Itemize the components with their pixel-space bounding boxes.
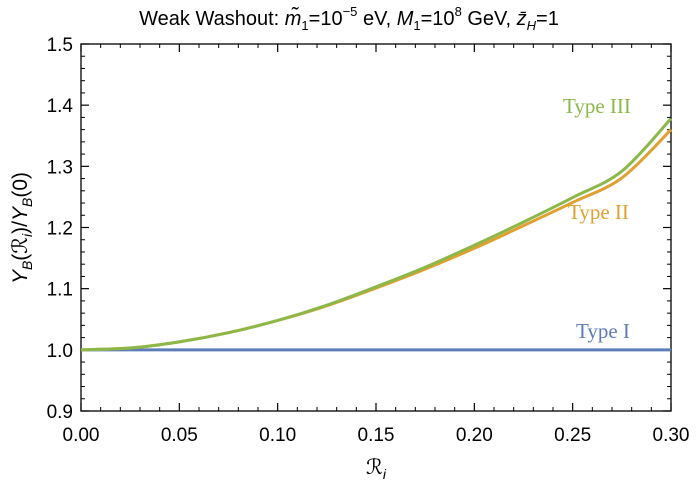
chart-title: Weak Washout: m̃1=10−5 eV, M1=108 GeV, z… bbox=[139, 4, 559, 33]
x-tick-label: 0.15 bbox=[358, 425, 395, 446]
y-tick-label: 0.9 bbox=[47, 402, 73, 423]
x-tick-label: 0.00 bbox=[63, 425, 100, 446]
y-tick-label: 1.4 bbox=[47, 96, 74, 117]
series-line-type-ii bbox=[80, 128, 673, 352]
y-axis-label: YB(ℛi)/YB(0) bbox=[9, 172, 35, 284]
series-label-type-i: Type I bbox=[576, 319, 630, 343]
x-axis-label: ℛi bbox=[366, 456, 387, 482]
y-tick-label: 1.2 bbox=[47, 219, 73, 240]
series-label-type-iii: Type III bbox=[563, 94, 631, 118]
x-tick-label: 0.10 bbox=[259, 425, 296, 446]
y-tick-label: 1.3 bbox=[47, 157, 73, 178]
series-label-type-ii: Type II bbox=[568, 200, 629, 224]
x-tick-label: 0.25 bbox=[554, 425, 591, 446]
y-tick-label: 1.0 bbox=[47, 341, 73, 362]
x-tick-label: 0.20 bbox=[456, 425, 493, 446]
y-tick-label: 1.5 bbox=[47, 35, 73, 56]
x-tick-label: 0.30 bbox=[653, 425, 690, 446]
series-line-type-iii bbox=[80, 117, 673, 352]
y-tick-label: 1.1 bbox=[47, 280, 73, 301]
tick-labels: 0.00 0.05 0.10 0.15 0.20 0.25 0.30 0.9 1.0 1.1 1.2… bbox=[47, 35, 690, 446]
x-tick-label: 0.05 bbox=[161, 425, 198, 446]
series-lines bbox=[80, 117, 673, 352]
